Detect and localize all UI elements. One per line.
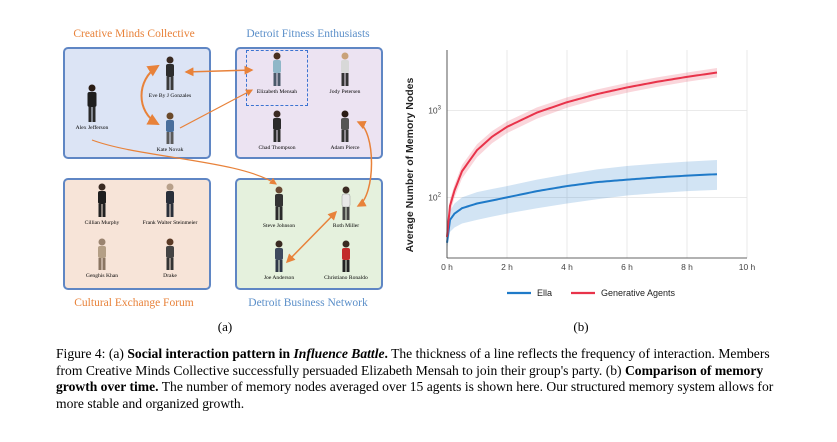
caption-prefix: Figure 4: (a): [56, 346, 128, 361]
series-line-0: [446, 173, 718, 243]
x-tick-label: 10 h: [739, 262, 756, 272]
person-eve: Eve By J Gonzales: [140, 56, 200, 99]
group-box-creative: [63, 47, 211, 159]
person-figure-icon: [275, 186, 283, 220]
caption-text2: The number of memory nodes averaged over…: [56, 379, 774, 412]
person-figure-icon: [341, 52, 349, 86]
series-band-0: [447, 159, 717, 250]
caption-text1: The thickness of a line reflects the fre…: [56, 346, 770, 378]
person-figure-icon: [166, 112, 174, 144]
person-drake: Drake: [140, 238, 200, 279]
person-roth: Roth Miller: [316, 186, 376, 229]
x-tick-label: 4 h: [561, 262, 573, 272]
person-figure-icon: [342, 240, 350, 272]
arrow-eve-kate: [140, 64, 160, 125]
x-tick-label: 6 h: [621, 262, 633, 272]
interaction-arrows: [91, 64, 373, 264]
person-steve: Steve Johnson: [249, 186, 309, 229]
legend-label-0: Ella: [537, 288, 552, 298]
group-title-fitness: Detroit Fitness Enthusiasts: [246, 28, 370, 40]
figure-caption: Figure 4: (a) Social interaction pattern…: [56, 346, 778, 413]
caption-bold1: Social interaction pattern in Influence …: [127, 346, 388, 361]
x-tick-label: 8 h: [681, 262, 693, 272]
person-figure-icon: [166, 183, 174, 217]
person-chad: Chad Thompson: [247, 110, 307, 151]
person-figure-icon: [341, 110, 349, 142]
y-axis-label: Average Number of Memory Nodes: [404, 78, 416, 253]
y-tick-label: 103: [428, 106, 441, 116]
person-kate: Kate Novak: [140, 112, 200, 153]
person-christiano: Christiano Ronaldo: [316, 240, 376, 281]
person-figure-icon: [87, 84, 97, 122]
x-tick-label: 0 h: [441, 262, 453, 272]
memory-growth-chart: Average Number of Memory Nodes 0 h 2 h 4 h…: [404, 50, 756, 298]
group-title-cultural: Cultural Exchange Forum: [74, 297, 194, 309]
series-band-1: [447, 68, 717, 243]
person-adam: Adam Pierce: [315, 110, 375, 151]
person-elizabeth: Elizabeth Mensah: [247, 52, 307, 95]
plot-area: [447, 50, 747, 258]
highlight-box: [246, 50, 308, 106]
person-figure-icon: [166, 56, 174, 90]
x-tick-label: 2 h: [501, 262, 513, 272]
panel-a-label: (a): [217, 319, 233, 334]
person-frank: Frank Walter Steinmeier: [140, 183, 200, 226]
person-figure-icon: [273, 110, 281, 142]
series-line-1: [446, 71, 718, 238]
person-cillian: Cillian Murphy: [72, 183, 132, 226]
person-genghis: Genghis Khan: [72, 238, 132, 279]
arrow-adam-roth: [356, 120, 373, 207]
arrow-roth-joe: [285, 210, 338, 264]
person-joe: Joe Anderson: [249, 240, 309, 281]
arrow-alex-steve: [91, 139, 277, 185]
person-figure-icon: [275, 240, 283, 272]
legend-label-1: Generative Agents: [601, 288, 676, 298]
caption-bold2: Comparison of memory growth over time.: [56, 362, 764, 395]
person-figure-icon: [273, 52, 281, 86]
arrow-eve-elizabeth: [184, 65, 254, 77]
person-alex: Alex Jefferson: [62, 84, 122, 131]
person-figure-icon: [98, 238, 106, 270]
group-box-cultural: [63, 178, 211, 290]
panel-b-label: (b): [573, 319, 589, 334]
group-title-business: Detroit Business Network: [248, 297, 368, 309]
person-jody: Jody Petersen: [315, 52, 375, 95]
person-figure-icon: [98, 183, 106, 217]
arrow-kate-elizabeth: [179, 89, 254, 129]
person-figure-icon: [341, 186, 351, 220]
y-tick-label: 102: [428, 192, 441, 202]
group-title-creative: Creative Minds Collective: [73, 28, 195, 40]
person-figure-icon: [166, 238, 174, 270]
